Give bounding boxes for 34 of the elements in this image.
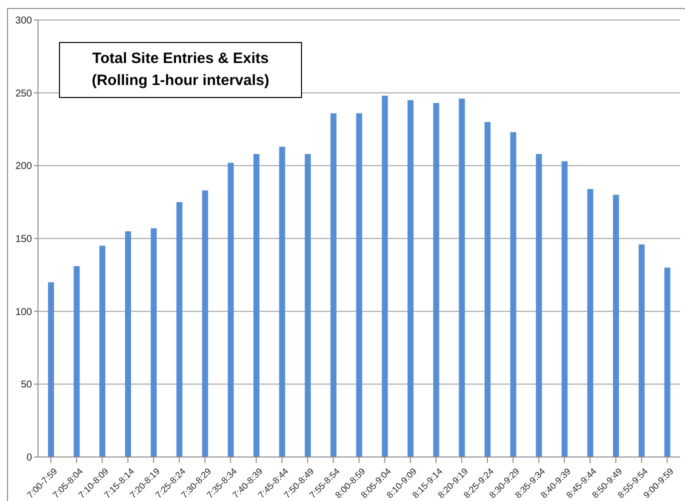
bar <box>382 96 388 457</box>
bar <box>638 244 645 457</box>
text: (Rolling 1-hour intervals) <box>92 71 270 91</box>
y-tick-label: 150 <box>15 234 32 246</box>
y-tick-label: 50 <box>20 380 32 391</box>
bar <box>74 266 80 457</box>
bar <box>228 162 234 457</box>
bar <box>202 190 208 457</box>
bar <box>150 228 157 457</box>
y-tick-label: 250 <box>15 88 32 100</box>
bar <box>612 194 619 457</box>
bar <box>484 122 491 457</box>
bar <box>125 231 132 457</box>
bar <box>304 154 311 457</box>
bar <box>279 146 286 457</box>
y-tick-label: 100 <box>15 306 32 318</box>
bar <box>562 161 568 457</box>
bar <box>48 282 54 457</box>
bar <box>536 154 542 457</box>
text: Total Site Entries & Exits <box>92 49 269 69</box>
bar <box>664 268 670 457</box>
bar <box>99 246 106 457</box>
bar <box>330 113 336 457</box>
y-tick-label: 200 <box>15 161 32 172</box>
bar <box>433 103 440 457</box>
y-tick-label: 0 <box>26 452 32 464</box>
bar <box>253 154 260 457</box>
y-tick-label: 300 <box>15 16 32 27</box>
bar <box>408 100 414 457</box>
bar <box>510 132 516 457</box>
bar <box>176 202 182 457</box>
bar <box>587 188 594 457</box>
bar <box>356 113 362 457</box>
bar <box>458 98 465 457</box>
